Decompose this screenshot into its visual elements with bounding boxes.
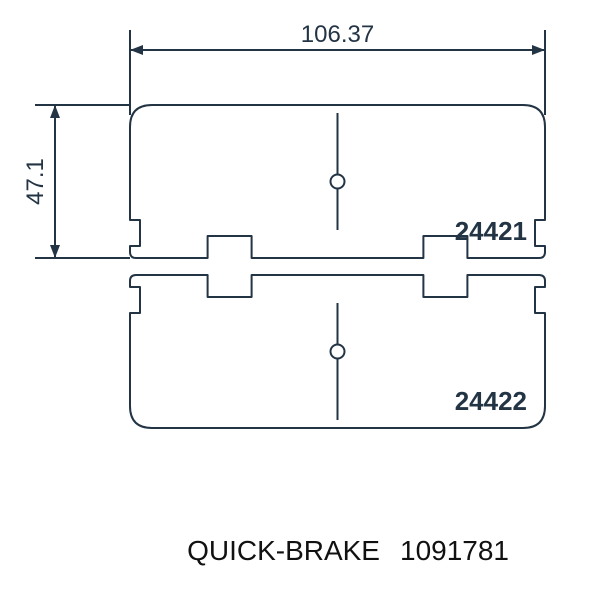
brand-name: QUICK-BRAKE <box>187 535 380 566</box>
width-label: 106.37 <box>301 21 374 48</box>
width-arrow-right <box>532 45 545 55</box>
height-label: 47.1 <box>22 158 49 205</box>
pad-bottom-center-hole <box>331 345 345 359</box>
catalog-number: 1091781 <box>400 535 509 566</box>
height-arrow-bottom <box>50 245 60 258</box>
pad-top-center-hole <box>331 175 345 189</box>
pad-top-number: 24421 <box>455 216 527 246</box>
width-arrow-left <box>130 45 143 55</box>
pad-bottom-number: 24422 <box>455 386 527 416</box>
height-arrow-top <box>50 105 60 118</box>
